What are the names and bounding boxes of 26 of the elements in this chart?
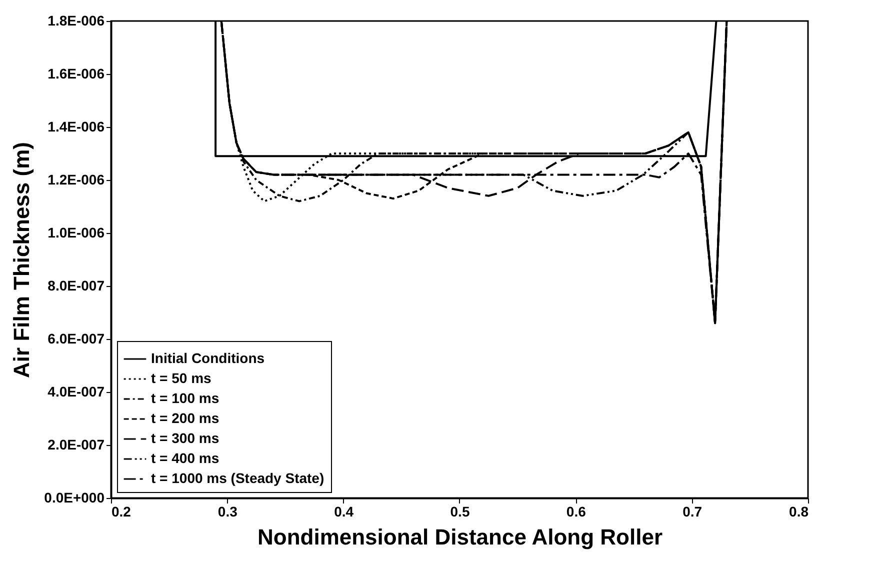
legend-label: t = 1000 ms (Steady State) xyxy=(151,470,324,486)
y-tick-label: 1.2E-006 xyxy=(48,172,105,188)
y-tick-label: 1.4E-006 xyxy=(48,118,105,134)
y-tick-label: 2.0E-007 xyxy=(48,436,105,452)
x-tick-label: 0.7 xyxy=(682,504,702,520)
y-tick-label: 1.8E-006 xyxy=(48,12,105,28)
y-tick-label: 1.0E-006 xyxy=(48,224,105,240)
x-tick-label: 0.2 xyxy=(112,504,132,520)
x-axis-title: Nondimensional Distance Along Roller xyxy=(257,524,663,550)
y-tick-label: 6.0E-007 xyxy=(48,330,105,346)
legend-label: t = 100 ms xyxy=(151,390,220,406)
legend-label: t = 300 ms xyxy=(151,430,220,446)
y-tick-label: 4.0E-007 xyxy=(48,384,105,400)
y-tick-label: 1.6E-006 xyxy=(48,66,105,82)
legend-label: Initial Conditions xyxy=(151,350,265,366)
x-tick-label: 0.8 xyxy=(789,504,809,520)
legend-label: t = 50 ms xyxy=(151,370,212,386)
x-tick-label: 0.6 xyxy=(566,504,586,520)
y-tick-label: 0.0E+000 xyxy=(44,490,105,506)
y-axis-title: Air Film Thickness (m) xyxy=(9,142,34,378)
x-tick-label: 0.5 xyxy=(450,504,470,520)
legend-label: t = 400 ms xyxy=(151,450,220,466)
legend-label: t = 200 ms xyxy=(151,410,220,426)
y-tick-label: 8.0E-007 xyxy=(48,278,105,294)
x-tick-label: 0.3 xyxy=(218,504,238,520)
x-tick-label: 0.4 xyxy=(334,504,354,520)
